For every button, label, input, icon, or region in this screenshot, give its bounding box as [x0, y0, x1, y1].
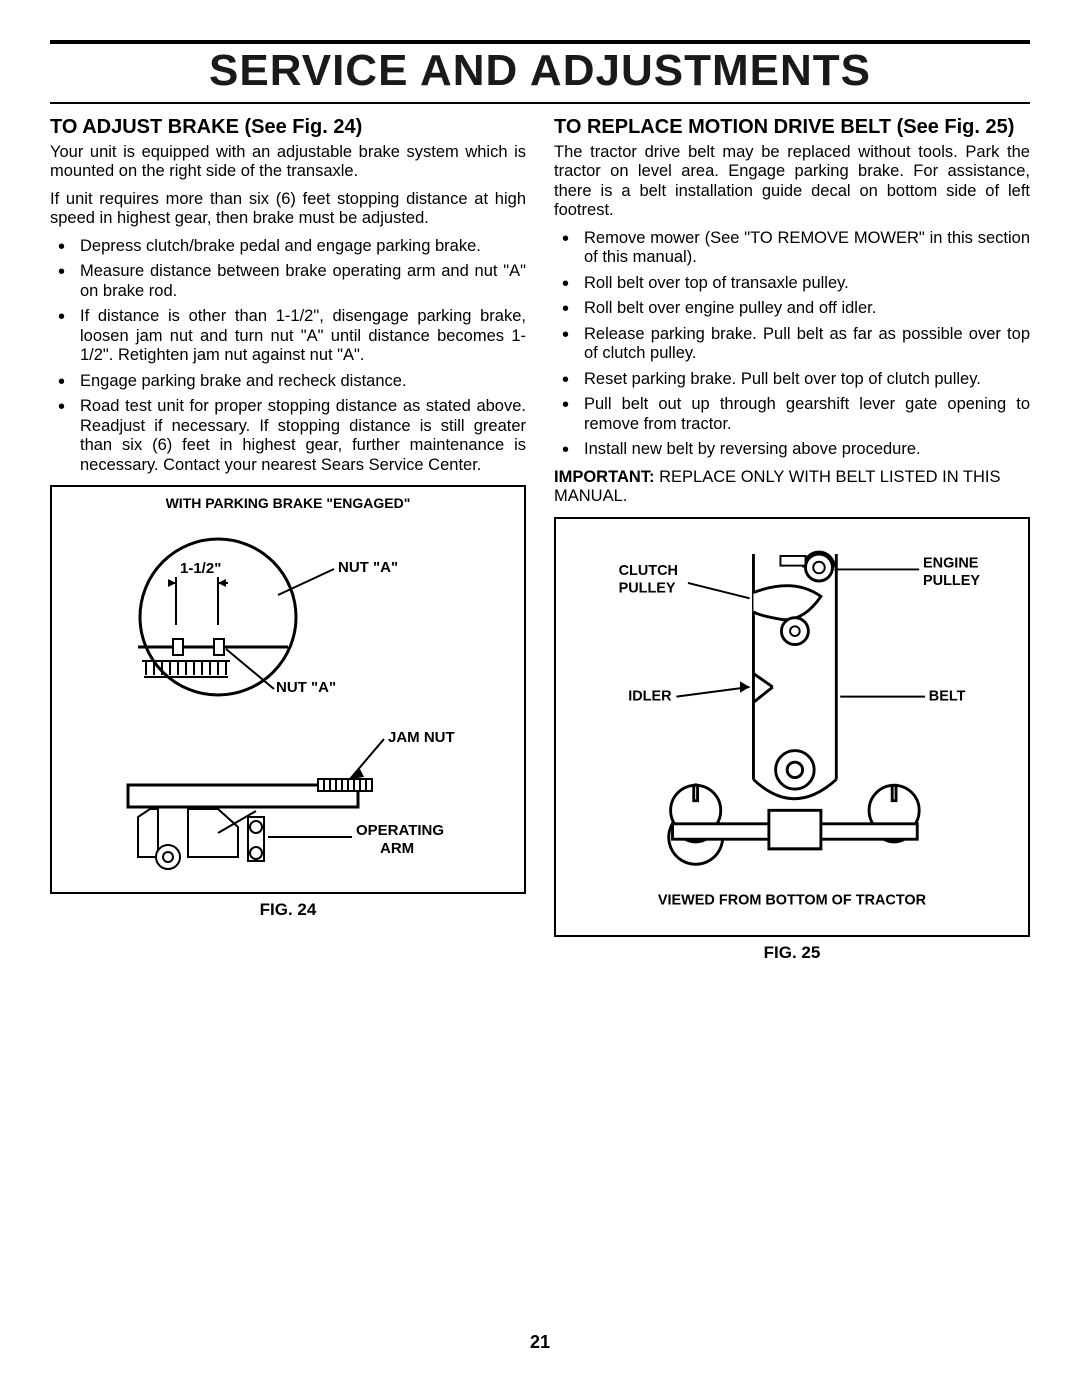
- left-p1: Your unit is equipped with an adjustable…: [50, 143, 526, 182]
- list-item: Install new belt by reversing above proc…: [554, 440, 1030, 459]
- fig24-svg: 1-1/2" NUT "A": [58, 517, 518, 877]
- list-item: Depress clutch/brake pedal and engage pa…: [50, 237, 526, 256]
- figure-25-box: CLUTCH PULLEY ENGINE PULLEY IDLER BELT V…: [554, 517, 1030, 937]
- right-column: TO REPLACE MOTION DRIVE BELT (See Fig. 2…: [554, 116, 1030, 963]
- fig25-belt: BELT: [929, 688, 966, 704]
- fig25-clutch1: CLUTCH: [619, 563, 678, 579]
- list-item: If distance is other than 1-1/2", diseng…: [50, 307, 526, 365]
- right-p1: The tractor drive belt may be replaced w…: [554, 143, 1030, 221]
- left-list: Depress clutch/brake pedal and engage pa…: [50, 237, 526, 475]
- list-item: Pull belt out up through gearshift lever…: [554, 395, 1030, 434]
- fig25-eng2: PULLEY: [923, 572, 980, 588]
- main-title: SERVICE AND ADJUSTMENTS: [50, 46, 1030, 96]
- right-list: Remove mower (See "TO REMOVE MOWER" in t…: [554, 229, 1030, 460]
- list-item: Road test unit for proper stopping dista…: [50, 397, 526, 475]
- fig24-inner-title: WITH PARKING BRAKE "ENGAGED": [58, 495, 518, 511]
- list-item: Engage parking brake and recheck distanc…: [50, 372, 526, 391]
- important-note: IMPORTANT: REPLACE ONLY WITH BELT LISTED…: [554, 468, 1030, 507]
- left-heading: TO ADJUST BRAKE (See Fig. 24): [50, 116, 526, 139]
- fig24-caption: FIG. 24: [50, 900, 526, 920]
- important-label: IMPORTANT:: [554, 468, 655, 486]
- list-item: Remove mower (See "TO REMOVE MOWER" in t…: [554, 229, 1030, 268]
- list-item: Measure distance between brake operating…: [50, 262, 526, 301]
- fig25-svg: CLUTCH PULLEY ENGINE PULLEY IDLER BELT V…: [564, 529, 1020, 924]
- title-bar: SERVICE AND ADJUSTMENTS: [50, 40, 1030, 104]
- fig25-clutch2: PULLEY: [619, 580, 676, 596]
- fig25-caption: FIG. 25: [554, 943, 1030, 963]
- page-number: 21: [0, 1332, 1080, 1353]
- fig24-jam: JAM NUT: [388, 729, 455, 746]
- fig24-arm1: OPERATING: [356, 822, 444, 839]
- fig25-eng1: ENGINE: [923, 555, 979, 571]
- list-item: Reset parking brake. Pull belt over top …: [554, 370, 1030, 389]
- fig24-dim: 1-1/2": [180, 560, 221, 577]
- fig24-nuta1: NUT "A": [338, 559, 398, 576]
- fig24-arm2: ARM: [380, 840, 414, 857]
- figure-24-box: WITH PARKING BRAKE "ENGAGED" 1-1/2": [50, 485, 526, 894]
- list-item: Roll belt over engine pulley and off idl…: [554, 299, 1030, 318]
- list-item: Roll belt over top of transaxle pulley.: [554, 274, 1030, 293]
- fig25-idler: IDLER: [628, 688, 672, 704]
- list-item: Release parking brake. Pull belt as far …: [554, 325, 1030, 364]
- left-column: TO ADJUST BRAKE (See Fig. 24) Your unit …: [50, 116, 526, 963]
- left-p2: If unit requires more than six (6) feet …: [50, 190, 526, 229]
- right-heading: TO REPLACE MOTION DRIVE BELT (See Fig. 2…: [554, 116, 1030, 139]
- fig25-bottom-title: VIEWED FROM BOTTOM OF TRACTOR: [658, 892, 927, 908]
- columns: TO ADJUST BRAKE (See Fig. 24) Your unit …: [50, 116, 1030, 963]
- fig24-nuta2: NUT "A": [276, 679, 336, 696]
